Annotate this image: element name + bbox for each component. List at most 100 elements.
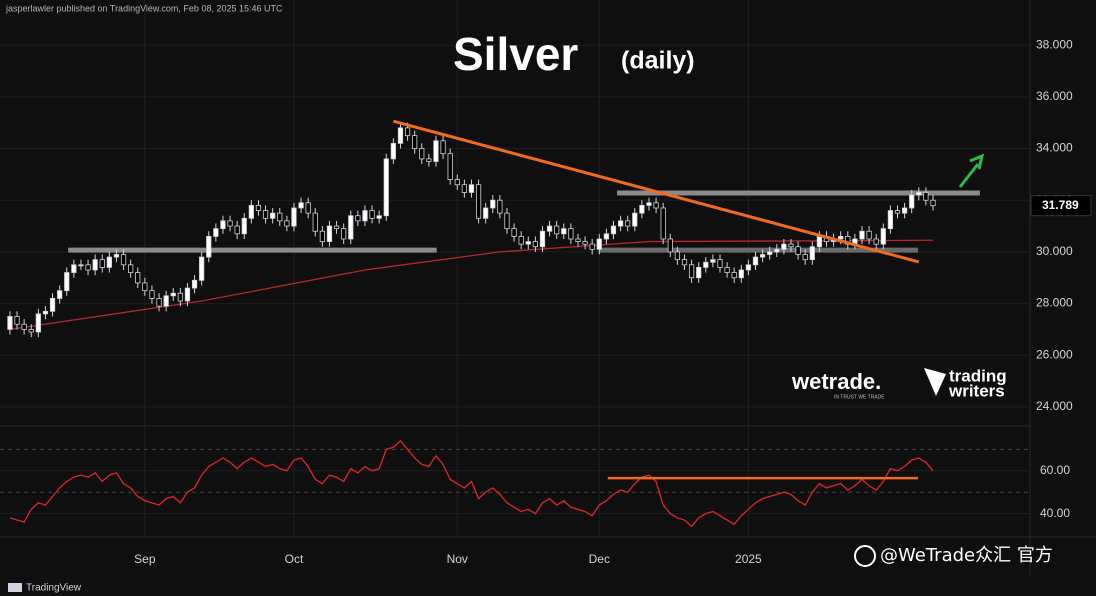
candle-body	[78, 264, 84, 267]
candle-body	[298, 202, 304, 209]
candle-body	[326, 225, 333, 242]
candle-body	[632, 212, 638, 227]
candle-body	[582, 241, 588, 245]
candle-body	[49, 298, 56, 312]
watermark-icon	[854, 545, 876, 567]
candle-body	[802, 254, 808, 261]
candle-body	[710, 259, 716, 263]
tw-logo-2: writers	[948, 381, 1005, 400]
candle-body	[461, 184, 467, 193]
candle-body	[859, 230, 865, 240]
x-tick-label: 2025	[735, 552, 762, 566]
candle-body	[717, 259, 723, 268]
candle-body	[170, 292, 176, 297]
candle-body	[262, 210, 269, 219]
candle-body	[305, 202, 311, 214]
candle-body	[646, 202, 652, 206]
candle-body	[546, 225, 553, 232]
candle-body	[504, 212, 510, 230]
candle-body	[490, 199, 496, 209]
last-price-box	[1030, 195, 1092, 217]
candle-body	[696, 267, 702, 279]
candle-body	[497, 199, 503, 214]
tv-icon	[8, 583, 22, 592]
candle-body	[752, 256, 759, 266]
candle-body	[554, 225, 560, 235]
candle-body	[738, 269, 744, 279]
candle-body	[291, 207, 297, 227]
candle-body	[575, 238, 581, 242]
candle-body	[838, 235, 844, 240]
candle-body	[731, 272, 737, 279]
candle-body	[483, 207, 489, 219]
candle-body	[376, 215, 382, 219]
candle-body	[440, 140, 446, 155]
y-tick-label: 24.000	[1036, 399, 1073, 413]
candle-body	[177, 292, 183, 302]
candle-body	[277, 212, 283, 222]
candle-body	[745, 264, 751, 271]
candle-body	[568, 228, 574, 240]
candle-body	[894, 210, 901, 214]
y-tick-label: 38.000	[1036, 37, 1073, 51]
candle-body	[341, 228, 347, 240]
candle-body	[213, 228, 219, 237]
last-price-label: 31.789	[1042, 198, 1079, 212]
candle-body	[866, 230, 872, 240]
candle-body	[255, 204, 262, 211]
candle-body	[603, 233, 609, 240]
candle-body	[149, 290, 155, 299]
trendline	[392, 119, 920, 264]
y-tick-label: 26.000	[1036, 347, 1073, 361]
candle-body	[199, 256, 205, 281]
candle-body	[92, 259, 98, 271]
candle-body	[703, 261, 709, 268]
candle-body	[887, 210, 894, 230]
candle-body	[284, 220, 290, 227]
y-tick-label: 34.000	[1036, 141, 1073, 155]
candle-body	[617, 220, 624, 227]
y-tick-label: 28.000	[1036, 296, 1073, 310]
candle-body	[759, 254, 766, 258]
candle-body	[724, 267, 730, 273]
candle-body	[28, 329, 34, 333]
y-tick-label: 60.00	[1040, 463, 1070, 477]
candle-body	[156, 298, 162, 307]
candle-body	[539, 230, 546, 248]
candle-body	[561, 228, 567, 235]
candle-body	[128, 264, 134, 273]
candle-body	[319, 230, 325, 242]
x-tick-label: Dec	[589, 552, 610, 566]
candle-body	[518, 235, 524, 245]
candle-body	[639, 204, 645, 214]
watermark: @WeTrade众汇 官方	[880, 545, 1053, 566]
candle-body	[142, 282, 148, 292]
candle-body	[674, 251, 680, 261]
tw-icon	[924, 368, 946, 396]
candle-body	[369, 210, 375, 219]
candle-body	[795, 246, 801, 255]
candle-body	[362, 210, 368, 222]
up-arrow	[958, 153, 985, 188]
candle-body	[191, 279, 198, 289]
candle-body	[511, 228, 517, 237]
candle-body	[135, 272, 141, 284]
candle-body	[64, 272, 70, 292]
candle-body	[206, 235, 212, 258]
candle-body	[880, 228, 886, 245]
candle-body	[596, 238, 602, 250]
chart-title: Silver	[453, 28, 578, 80]
y-tick-label: 30.000	[1036, 244, 1073, 258]
candle-body	[468, 184, 475, 193]
candle-body	[788, 243, 794, 248]
candle-body	[220, 220, 226, 230]
candle-body	[909, 194, 915, 209]
y-tick-label: 36.000	[1036, 89, 1073, 103]
x-tick-label: Sep	[134, 552, 156, 566]
candle-body	[923, 192, 929, 201]
candle-body	[7, 316, 13, 330]
candle-body	[227, 220, 233, 227]
candle-body	[781, 243, 787, 250]
candle-body	[57, 290, 63, 299]
